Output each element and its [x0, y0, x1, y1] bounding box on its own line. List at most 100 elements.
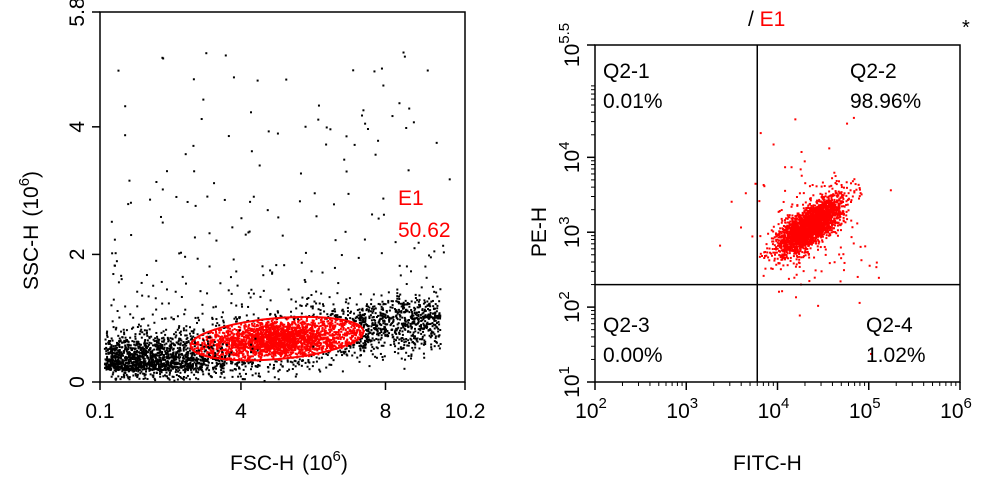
event-point: [189, 367, 192, 370]
event-point: [421, 319, 424, 322]
event-point: [400, 305, 403, 308]
event-point: [387, 299, 390, 302]
event-point: [372, 347, 375, 350]
event-point: [281, 338, 284, 341]
event-point: [407, 344, 410, 347]
event-point: [307, 351, 310, 354]
event-point: [146, 356, 149, 359]
event-point: [328, 338, 331, 341]
event-point: [281, 365, 284, 368]
event-point: [234, 346, 237, 349]
event-point: [231, 369, 234, 372]
event-point: [380, 336, 383, 339]
event-point: [269, 328, 272, 331]
event-point: [336, 342, 339, 345]
event-point: [419, 329, 422, 332]
event-point: [148, 362, 151, 365]
event-point: [295, 333, 298, 336]
event-point: [171, 338, 174, 341]
event-point: [270, 342, 273, 345]
event-point: [168, 347, 171, 350]
event-point: [209, 348, 212, 351]
event-point: [340, 254, 343, 257]
event-point: [149, 198, 152, 201]
event-point: [337, 341, 340, 344]
event-point: [436, 295, 439, 298]
event-point: [155, 367, 158, 370]
event-point: [394, 331, 397, 334]
event-point: [404, 358, 407, 361]
event-point: [117, 359, 120, 362]
event-point: [423, 308, 426, 311]
event-point: [165, 375, 168, 378]
event-point: [247, 341, 250, 344]
event-point: [180, 339, 183, 342]
event-point: [277, 338, 280, 341]
event-point: [177, 370, 180, 373]
event-point: [192, 330, 195, 333]
event-point: [380, 308, 383, 311]
event-point: [401, 330, 404, 333]
event-point: [191, 363, 194, 366]
event-point: [214, 358, 217, 361]
event-point: [209, 340, 212, 343]
event-point: [137, 365, 140, 368]
event-point: [327, 319, 330, 322]
event-point: [434, 337, 437, 340]
event-point: [140, 370, 143, 373]
event-point: [285, 78, 288, 81]
event-point: [194, 367, 197, 370]
event-point: [215, 239, 218, 242]
event-point: [167, 369, 170, 372]
event-point: [341, 342, 344, 345]
event-point: [228, 345, 231, 348]
event-point: [379, 303, 382, 306]
event-point: [395, 314, 398, 317]
event-point: [300, 348, 303, 351]
event-point: [241, 363, 244, 366]
event-point: [357, 314, 360, 317]
event-point: [374, 153, 377, 156]
event-point: [372, 305, 375, 308]
event-point: [176, 315, 179, 318]
event-point: [429, 322, 432, 325]
event-point: [120, 354, 123, 357]
event-point: [393, 340, 396, 343]
event-point: [430, 300, 433, 303]
event-point: [291, 322, 294, 325]
event-point: [358, 345, 361, 348]
event-point: [105, 346, 108, 349]
event-point: [371, 316, 374, 319]
event-point: [279, 325, 282, 328]
event-point: [150, 356, 153, 359]
event-point: [155, 341, 158, 344]
event-point: [417, 320, 420, 323]
event-point: [428, 315, 431, 318]
event-point: [198, 349, 201, 352]
event-point: [398, 264, 401, 267]
event-point: [288, 325, 291, 328]
event-point: [161, 340, 164, 343]
event-point: [294, 360, 297, 363]
event-point: [377, 139, 380, 142]
event-point: [258, 343, 261, 346]
event-point: [186, 356, 189, 359]
event-point: [310, 342, 313, 345]
event-point: [257, 351, 260, 354]
event-point: [148, 359, 151, 362]
event-point: [210, 350, 213, 353]
event-point: [239, 326, 242, 329]
event-point: [256, 349, 259, 352]
event-point: [311, 325, 314, 328]
event-point: [333, 337, 336, 340]
event-point: [325, 366, 328, 369]
event-point: [293, 318, 296, 321]
event-point: [106, 349, 109, 352]
event-point: [333, 331, 336, 334]
event-point: [344, 350, 347, 353]
event-point: [169, 364, 172, 367]
event-point: [391, 115, 394, 118]
event-point: [170, 342, 173, 345]
event-point: [280, 353, 283, 356]
event-point: [296, 353, 299, 356]
